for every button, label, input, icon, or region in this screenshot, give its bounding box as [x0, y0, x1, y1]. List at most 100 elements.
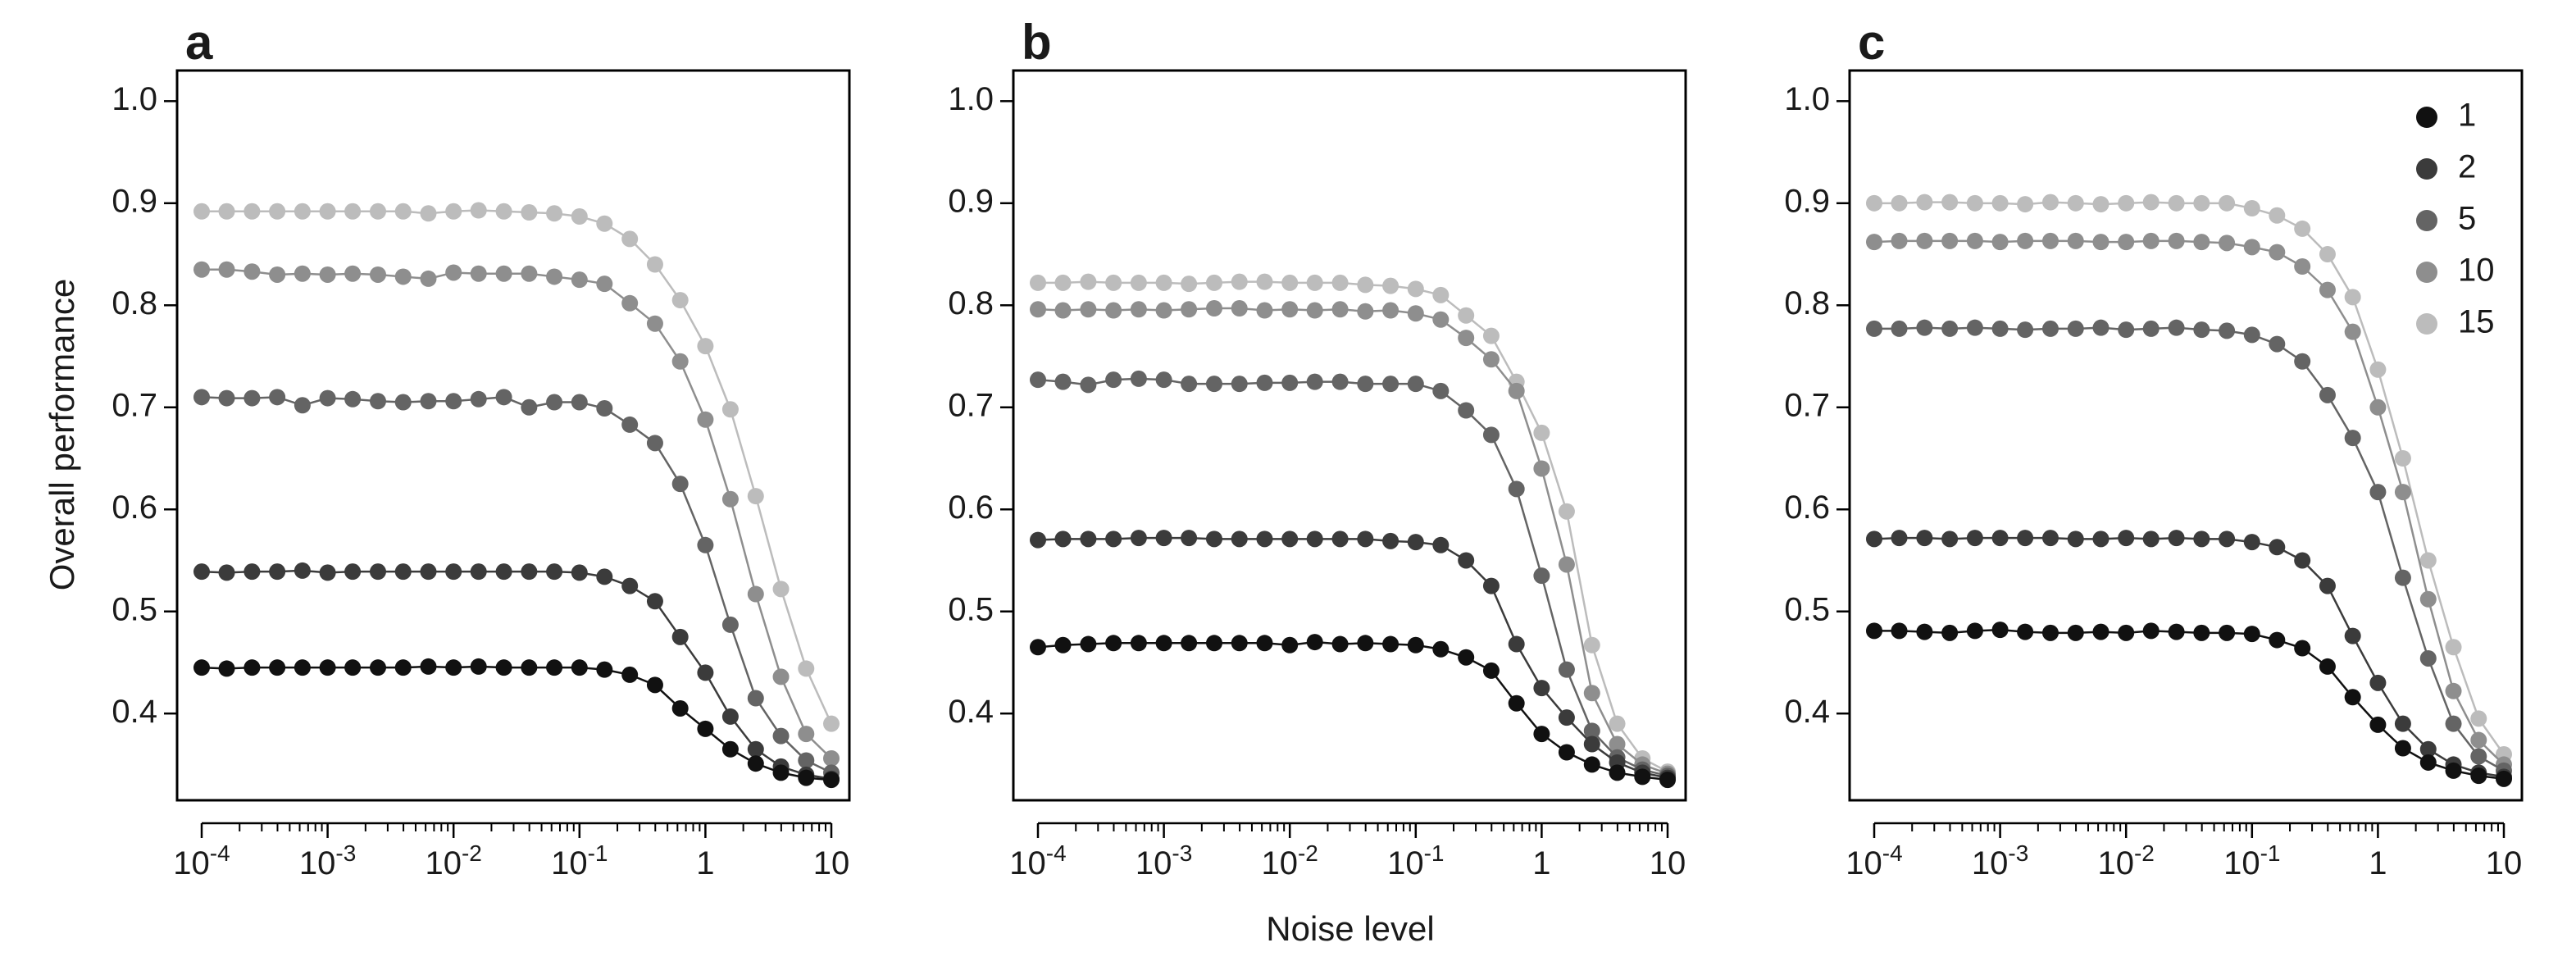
data-point [1231, 376, 1248, 393]
data-point [2219, 194, 2236, 212]
data-point [1357, 276, 1374, 294]
legend-label-5: 5 [2458, 201, 2476, 237]
data-point [2394, 484, 2411, 501]
data-point [1432, 311, 1450, 328]
data-point [1482, 426, 1500, 444]
data-point [1306, 531, 1323, 548]
data-point [1130, 635, 1147, 652]
y-tick-label: 0.4 [948, 694, 994, 730]
data-point [2017, 196, 2034, 213]
data-point [571, 208, 588, 225]
data-point [2369, 674, 2387, 691]
data-point [1458, 307, 1475, 324]
data-point [2294, 552, 2311, 569]
data-point [2419, 590, 2437, 608]
data-point [1205, 531, 1222, 548]
data-point [697, 664, 714, 681]
data-point [823, 772, 840, 789]
y-axis-title: Overall performance [43, 279, 81, 590]
data-point [495, 659, 512, 676]
data-point [1382, 302, 1400, 319]
data-point [218, 660, 235, 677]
data-point [1105, 531, 1122, 548]
panel-label-a: a [185, 15, 213, 70]
data-point [2193, 234, 2210, 251]
data-point [495, 389, 512, 406]
plot-frame [175, 69, 851, 802]
data-point [2017, 232, 2034, 249]
x-tick-label: 10 [1650, 845, 1686, 881]
x-tick-label: 1 [2369, 845, 2387, 881]
series-line-2 [1037, 536, 1668, 779]
data-point [1306, 274, 1323, 291]
data-point [1281, 636, 1299, 653]
data-point [1205, 376, 1222, 393]
data-point [772, 581, 790, 598]
data-point [546, 268, 563, 285]
panel-b: b 0.4 0.5 0.6 0.7 0.8 0.9 1.0 10-4 10-3 10-2 10-1 1 1… [948, 15, 1687, 881]
data-point [1866, 531, 1882, 548]
data-point [319, 266, 336, 283]
data-point [2369, 716, 2387, 733]
data-point [772, 764, 790, 781]
data-point [596, 661, 613, 678]
data-point [369, 203, 386, 220]
data-point [243, 389, 261, 407]
data-point [1080, 635, 1097, 653]
data-point [1432, 382, 1450, 399]
y-tick-label: 0.8 [948, 285, 994, 321]
data-point [1558, 556, 1575, 573]
data-point [1533, 460, 1550, 477]
data-point [2041, 194, 2059, 211]
y-tick-label: 0.8 [112, 285, 157, 321]
data-point [2419, 649, 2437, 667]
series-line-15 [1038, 280, 1668, 773]
data-point [1155, 530, 1172, 547]
data-point [1256, 531, 1273, 548]
data-point [269, 203, 286, 220]
data-point [2168, 530, 2185, 547]
data-point [1991, 320, 2009, 337]
x-axis-title: Noise level [1266, 909, 1434, 948]
data-point [2319, 577, 2336, 594]
x-tick-label: 10-1 [551, 840, 608, 881]
legend-marker-5 [2416, 210, 2437, 231]
data-point [1991, 530, 2009, 547]
data-point [747, 585, 764, 603]
data-point [1916, 194, 1933, 211]
data-point [369, 563, 386, 581]
data-point [2344, 627, 2361, 644]
y-tick-label: 0.7 [112, 387, 157, 423]
y-tick-label: 0.9 [948, 183, 994, 219]
data-point [2142, 232, 2160, 249]
data-point [2219, 624, 2236, 641]
data-point [521, 659, 538, 676]
data-point [2168, 194, 2185, 212]
data-point [798, 752, 815, 769]
data-point [2419, 754, 2437, 771]
data-point [621, 416, 639, 433]
y-tick-label: 0.5 [948, 591, 994, 627]
series-line-10 [202, 268, 832, 759]
data-point [1382, 635, 1400, 653]
data-point [1080, 531, 1097, 548]
x-tick-label: 10-3 [1972, 840, 2028, 881]
data-point [470, 202, 487, 219]
data-point [1130, 530, 1147, 547]
data-point [721, 708, 739, 725]
data-point [1357, 635, 1374, 652]
data-point [1382, 277, 1400, 294]
series-line-1 [1037, 640, 1668, 781]
data-point [798, 660, 815, 677]
data-point [269, 659, 286, 676]
data-point [671, 476, 689, 493]
data-point [470, 658, 487, 675]
data-point [369, 659, 386, 676]
data-point [646, 315, 663, 332]
data-point [1482, 327, 1500, 344]
data-point [1331, 531, 1349, 548]
data-point [2168, 319, 2185, 336]
data-point [2243, 326, 2260, 344]
data-point [1306, 634, 1323, 651]
data-point [1080, 376, 1097, 394]
